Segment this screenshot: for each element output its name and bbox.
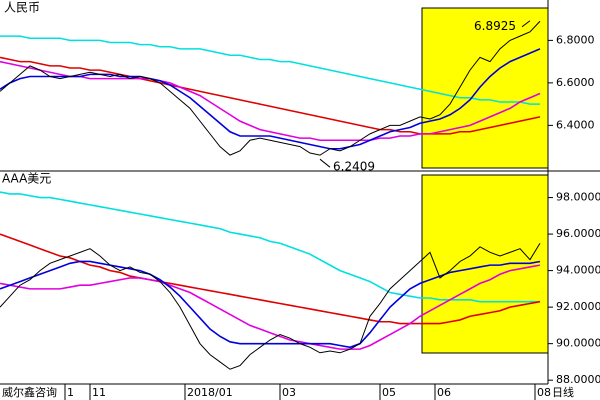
y-tick-label: 88.0000 — [556, 373, 600, 386]
y-tick-label: 6.4000 — [556, 118, 595, 131]
y-tick-label: 6.8000 — [556, 33, 595, 46]
series-line — [0, 60, 541, 142]
y-tick-label: 96.0000 — [556, 227, 600, 240]
x-tick-label: 03 — [282, 386, 296, 399]
y-tick-label: 92.0000 — [556, 300, 600, 313]
series-line — [0, 233, 541, 325]
x-tick-label: 06 — [437, 386, 451, 399]
x-tick-label: 2018/01 — [187, 386, 233, 399]
highlight-box — [421, 7, 549, 169]
y-tick-label: 94.0000 — [556, 264, 600, 277]
series-line — [0, 56, 541, 135]
series-line — [0, 260, 541, 349]
series-line — [0, 264, 541, 350]
annotation: 6.8925 — [474, 19, 516, 33]
period-label: 日线 — [552, 385, 574, 399]
panel-title: 人民币 — [4, 1, 40, 15]
y-tick-label: 90.0000 — [556, 337, 600, 350]
series-line — [0, 35, 540, 105]
x-tick-label: 11 — [92, 386, 106, 399]
annotation: 6.2409 — [333, 160, 375, 174]
x-tick-label: 05 — [382, 386, 396, 399]
x-tick-label: 08 — [537, 386, 551, 399]
annotation-leader — [521, 20, 531, 28]
y-tick-label: 6.6000 — [556, 76, 595, 89]
series-line — [0, 48, 541, 150]
series-line — [0, 20, 541, 156]
watermark: 威尔鑫咨询 — [2, 385, 57, 399]
annotation-leader — [319, 158, 331, 168]
panel-title: AAA美元 — [2, 172, 51, 186]
x-tick-label: 1 — [67, 386, 74, 399]
y-tick-label: 98.0000 — [556, 191, 600, 204]
series-line — [0, 242, 541, 370]
